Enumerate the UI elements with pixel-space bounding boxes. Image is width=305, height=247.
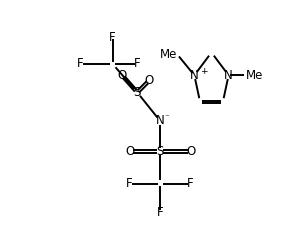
Text: Me: Me bbox=[160, 48, 177, 61]
Text: O: O bbox=[186, 145, 195, 158]
Text: F: F bbox=[126, 177, 133, 190]
Text: F: F bbox=[109, 31, 116, 44]
Text: O: O bbox=[125, 145, 134, 158]
Text: N: N bbox=[190, 69, 199, 82]
Text: F: F bbox=[157, 206, 163, 219]
Text: S: S bbox=[134, 86, 141, 99]
Text: +: + bbox=[200, 67, 207, 76]
Text: F: F bbox=[187, 177, 194, 190]
Text: N: N bbox=[224, 69, 233, 82]
Text: O: O bbox=[144, 75, 153, 87]
Text: O: O bbox=[117, 69, 127, 82]
Text: F: F bbox=[134, 57, 141, 70]
Text: Me: Me bbox=[246, 69, 263, 82]
Text: S: S bbox=[156, 145, 164, 158]
Text: F: F bbox=[77, 57, 84, 70]
Text: ⁻: ⁻ bbox=[165, 114, 170, 123]
Text: N: N bbox=[156, 114, 164, 127]
